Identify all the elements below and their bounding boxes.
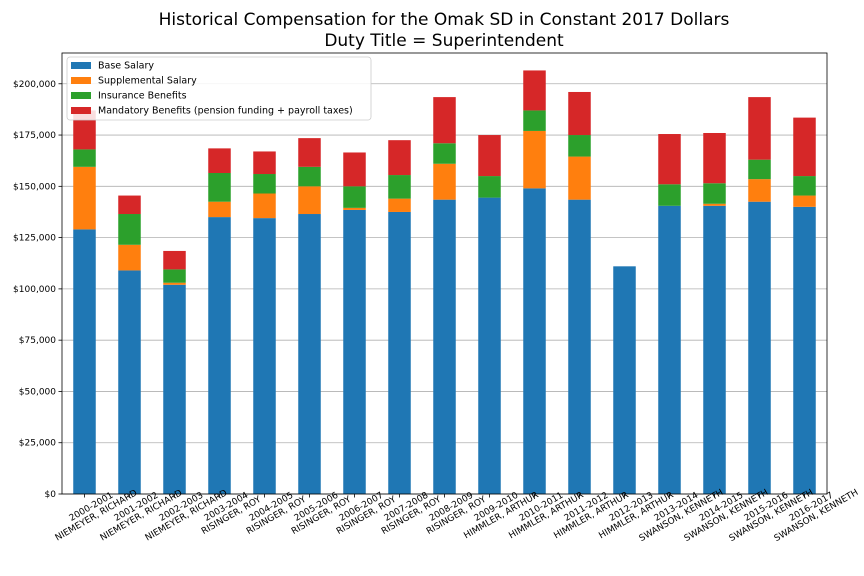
bar-segment <box>118 195 141 215</box>
bar-segment <box>523 130 546 189</box>
bar-segment <box>433 143 456 164</box>
y-tick-label: $150,000 <box>13 182 56 192</box>
y-tick-label: $125,000 <box>13 234 56 244</box>
chart-subtitle: Duty Title = Superintendent <box>324 31 564 51</box>
y-axis: $0 $25,000 $50,000 $75,000 $100,000 $125,000 $… <box>13 80 62 500</box>
bar-segment <box>658 184 681 206</box>
legend-label: Base Salary <box>98 61 154 72</box>
bar-segment <box>703 132 726 184</box>
bar-segment <box>433 163 456 200</box>
legend-label: Supplemental Salary <box>98 76 197 87</box>
bar-segment <box>793 176 816 196</box>
bar-segment <box>568 91 591 136</box>
bar-segment <box>163 284 186 494</box>
bar-segment <box>253 151 276 175</box>
y-tick-label: $175,000 <box>13 131 56 141</box>
bar-segment <box>73 229 96 494</box>
bar-segment <box>703 205 726 494</box>
bar-segment <box>163 250 186 270</box>
bar-segment <box>298 138 321 167</box>
bar-segment <box>388 211 411 494</box>
y-tick-label: $0 <box>45 490 57 500</box>
bar-segment <box>703 203 726 206</box>
bar-segment <box>523 188 546 494</box>
bar-segment <box>568 156 591 200</box>
bars-group <box>73 70 816 495</box>
y-tick-label: $25,000 <box>19 439 56 449</box>
bar-segment <box>163 282 186 285</box>
bar-segment <box>118 244 141 271</box>
bar-segment <box>208 217 231 494</box>
bar-segment <box>298 166 321 187</box>
legend-swatch <box>71 77 91 84</box>
bar-segment <box>208 172 231 202</box>
bar-segment <box>298 214 321 494</box>
bar-segment <box>388 140 411 176</box>
legend-swatch <box>71 107 91 114</box>
bar-segment <box>208 201 231 218</box>
bar-segment <box>523 70 546 111</box>
bar-segment <box>748 159 771 180</box>
bar-segment <box>253 218 276 495</box>
bar-segment <box>523 110 546 131</box>
bar-segment <box>253 174 276 194</box>
bar-segment <box>388 175 411 199</box>
bar-segment <box>703 183 726 204</box>
bar-segment <box>793 195 816 207</box>
bar-segment <box>208 148 231 173</box>
legend-swatch <box>71 62 91 69</box>
y-tick-label: $100,000 <box>13 285 56 295</box>
bar-segment <box>433 97 456 144</box>
bar-segment <box>343 152 366 187</box>
bar-segment <box>433 199 456 494</box>
bar-segment <box>163 269 186 283</box>
legend-swatch <box>71 92 91 99</box>
bar-segment <box>793 206 816 494</box>
bar-segment <box>613 266 636 494</box>
bar-segment <box>478 197 501 494</box>
bar-segment <box>658 205 681 494</box>
bar-segment <box>118 214 141 245</box>
bar-segment <box>388 198 411 212</box>
bar-segment <box>748 201 771 495</box>
chart-title: Historical Compensation for the Omak SD … <box>159 10 730 30</box>
bar-segment <box>298 186 321 215</box>
y-tick-label: $200,000 <box>13 80 56 90</box>
x-axis: 2000-2001NIEMEYER, RICHARD2001-2002NIEME… <box>54 488 861 544</box>
bar-segment <box>343 186 366 208</box>
bar-segment <box>343 209 366 495</box>
bar-segment <box>478 135 501 177</box>
legend-box <box>66 56 372 121</box>
bar-segment <box>568 199 591 494</box>
bar-segment <box>658 134 681 185</box>
bar-segment <box>118 270 141 494</box>
legend: Base Salary Supplemental Salary Insurance … <box>66 56 372 121</box>
bar-segment <box>343 207 366 210</box>
bar-segment <box>568 135 591 157</box>
bar-segment <box>253 193 276 219</box>
legend-label: Mandatory Benefits (pension funding + pa… <box>98 106 353 117</box>
bar-segment <box>73 166 96 230</box>
bar-segment <box>748 179 771 202</box>
bar-segment <box>478 176 501 198</box>
bar-segment <box>748 97 771 160</box>
bar-segment <box>793 117 816 177</box>
legend-label: Insurance Benefits <box>98 91 187 102</box>
y-tick-label: $75,000 <box>19 336 56 346</box>
bar-segment <box>73 149 96 167</box>
y-tick-label: $50,000 <box>19 387 56 397</box>
